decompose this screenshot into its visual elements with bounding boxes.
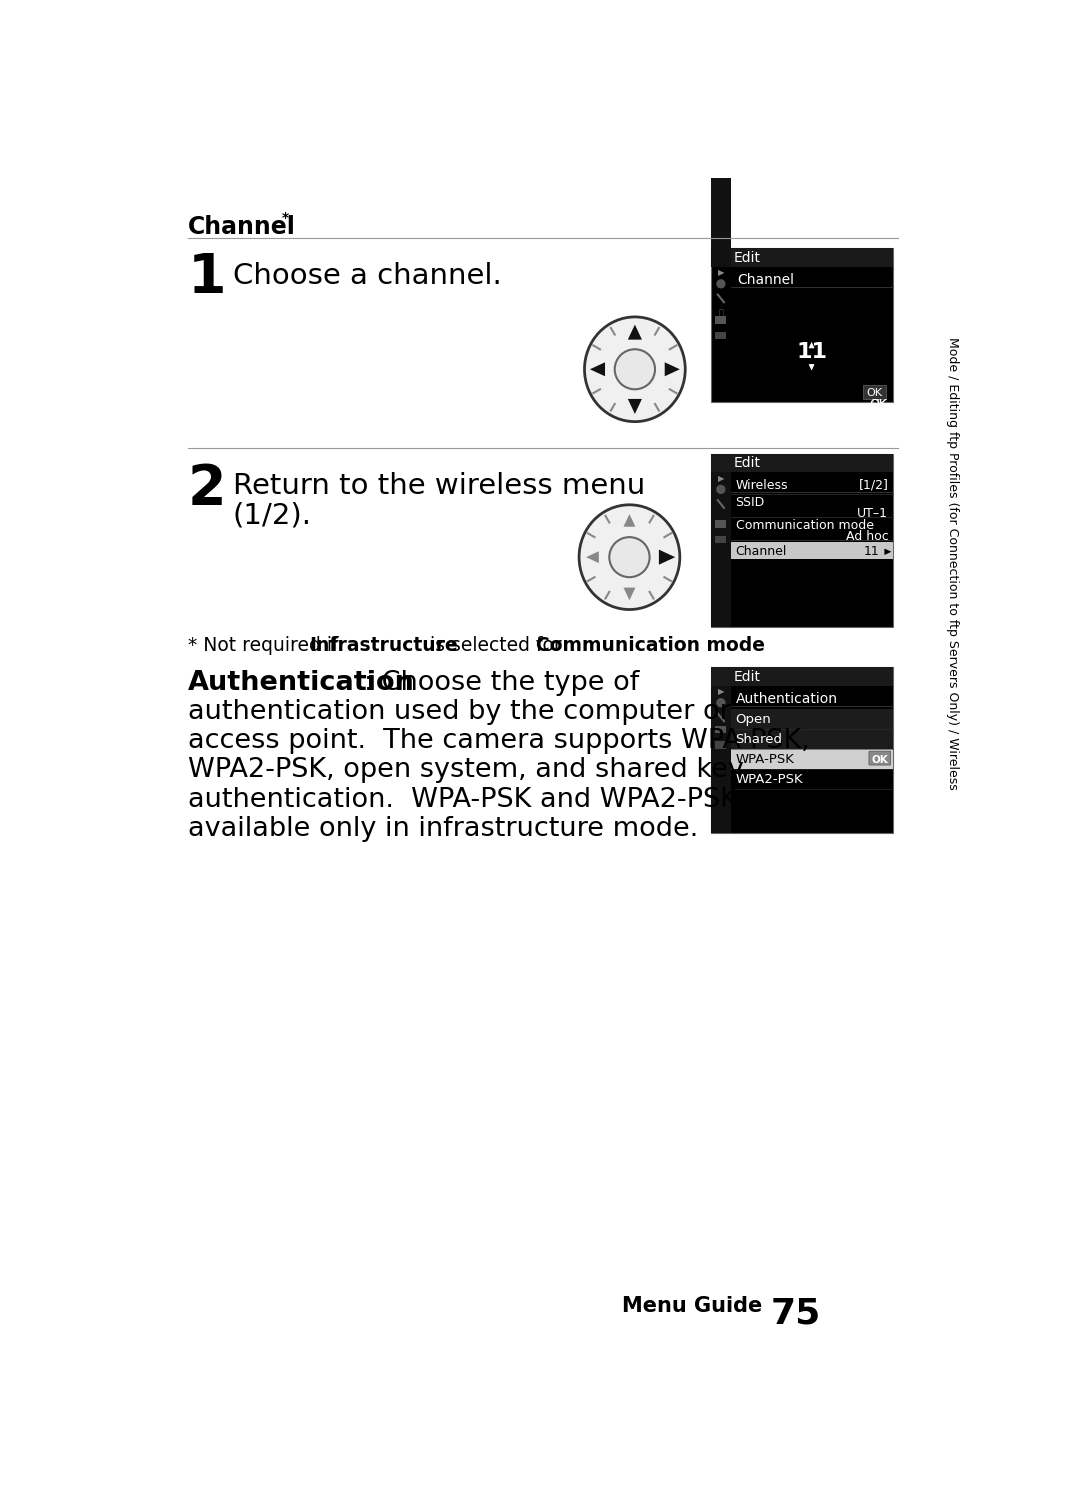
Text: Return to the wireless menu: Return to the wireless menu [232,473,645,501]
Text: authentication used by the computer or: authentication used by the computer or [188,698,730,725]
Text: ▶: ▶ [717,269,725,278]
Bar [711,455,893,473]
Text: Authentication: Authentication [735,692,838,706]
Text: 2: 2 [188,462,227,516]
Text: 75: 75 [770,1296,821,1330]
Text: Open: Open [735,713,771,725]
Text: 🔱: 🔱 [718,309,724,318]
Polygon shape [623,587,635,600]
Text: Ad hoc: Ad hoc [846,531,889,544]
Bar [731,728,893,749]
Text: Communication mode: Communication mode [536,636,765,655]
Text: 11: 11 [863,545,879,557]
Polygon shape [586,551,598,563]
Text: 11: 11 [796,342,827,363]
Bar [711,455,893,627]
Text: ▶: ▶ [717,688,725,697]
Bar [715,331,727,339]
Text: (1/2).: (1/2). [232,502,312,529]
Bar [731,749,893,768]
Text: Mode / Editing ftp Profiles (for Connection to ftp Servers Only) / Wireless: Mode / Editing ftp Profiles (for Connect… [946,337,959,789]
Bar [711,131,731,267]
Text: Channel: Channel [735,545,787,557]
Polygon shape [664,363,679,376]
Text: : Choose the type of: : Choose the type of [364,670,638,695]
Text: * Not required if: * Not required if [188,636,345,655]
Text: ▶: ▶ [717,474,725,483]
Bar [711,248,893,403]
Text: WPA-PSK: WPA-PSK [735,753,795,765]
Bar [715,520,727,528]
Bar [711,473,731,627]
Text: Infrastructure: Infrastructure [309,636,458,655]
Bar [711,667,893,685]
Circle shape [716,698,726,707]
Polygon shape [590,363,605,376]
Text: Shared: Shared [735,733,783,746]
Text: *: * [282,211,289,224]
Text: is selected for: is selected for [424,636,568,655]
Bar [711,685,731,832]
Bar [715,742,727,749]
Text: 1: 1 [188,251,227,306]
FancyBboxPatch shape [863,385,886,398]
Text: Edit: Edit [734,670,761,684]
Text: Channel: Channel [188,215,296,239]
Circle shape [716,484,726,493]
Bar [731,542,893,559]
Circle shape [716,279,726,288]
Text: Choose a channel.: Choose a channel. [232,262,501,290]
Text: OK: OK [866,388,882,398]
Text: authentication.  WPA-PSK and WPA2-PSK are: authentication. WPA-PSK and WPA2-PSK are [188,786,791,813]
Text: Authentication: Authentication [188,670,415,695]
Polygon shape [885,548,891,554]
Polygon shape [627,398,642,415]
Text: WPA2-PSK: WPA2-PSK [735,773,804,786]
Text: Channel: Channel [738,273,794,287]
Text: Menu Guide: Menu Guide [622,1296,762,1317]
Text: WPA2-PSK, open system, and shared key: WPA2-PSK, open system, and shared key [188,758,743,783]
Bar [711,667,893,832]
Circle shape [609,536,649,577]
Text: ⓀK: ⓀK [872,398,887,410]
Text: Wireless: Wireless [735,478,788,492]
Bar [711,248,893,267]
FancyBboxPatch shape [869,752,891,765]
Text: available only in infrastructure mode.: available only in infrastructure mode. [188,816,698,843]
Text: Edit: Edit [734,251,761,265]
Polygon shape [659,550,675,565]
Text: OK: OK [872,755,888,765]
Ellipse shape [579,505,679,609]
Polygon shape [627,324,642,340]
Text: [1/2]: [1/2] [859,478,889,492]
Polygon shape [623,514,635,526]
Bar [731,709,893,728]
Text: access point.  The camera supports WPA-PSK,: access point. The camera supports WPA-PS… [188,728,809,753]
Text: OK: OK [868,398,887,410]
Bar [715,535,727,544]
Text: .: . [713,636,719,655]
Circle shape [615,349,656,389]
Text: Communication mode: Communication mode [735,519,874,532]
Text: SSID: SSID [735,495,765,508]
Bar [715,725,727,734]
Text: Edit: Edit [734,456,761,470]
Ellipse shape [584,317,685,422]
Bar [715,317,727,324]
Text: UT–1: UT–1 [858,507,889,520]
